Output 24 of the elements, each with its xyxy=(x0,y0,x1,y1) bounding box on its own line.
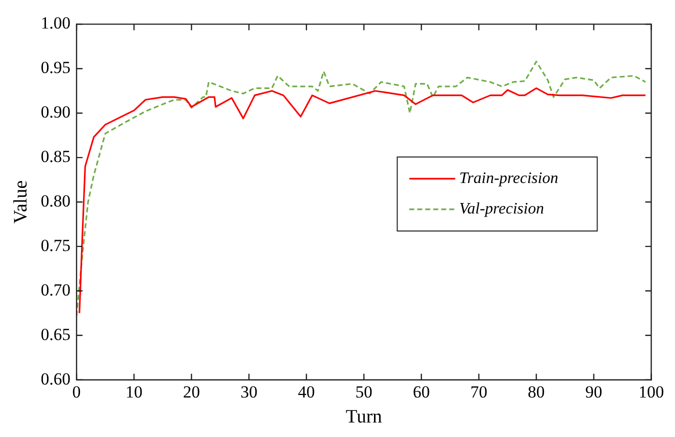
legend-label: Val-precision xyxy=(459,200,544,218)
y-axis-title: Value xyxy=(10,180,32,224)
legend-label: Train-precision xyxy=(459,170,558,187)
x-tick-label: 40 xyxy=(298,382,315,402)
y-tick-label: 0.80 xyxy=(40,191,71,210)
y-tick-label: 0.60 xyxy=(40,369,71,388)
y-tick-label: 0.95 xyxy=(40,58,71,78)
x-tick-label: 60 xyxy=(412,382,430,402)
x-tick-label: 100 xyxy=(638,382,664,402)
y-tick-label: 0.90 xyxy=(40,102,71,122)
y-tick-label: 0.65 xyxy=(40,324,71,344)
x-tick-label: 70 xyxy=(470,382,488,402)
x-tick-label: 10 xyxy=(126,382,143,402)
x-tick-label: 30 xyxy=(240,382,258,402)
x-tick-label: 20 xyxy=(182,382,200,402)
x-tick-label: 50 xyxy=(355,382,372,402)
x-tick-label: 0 xyxy=(72,382,81,402)
y-tick-label: 0.85 xyxy=(40,147,71,166)
y-tick-label: 0.70 xyxy=(40,280,71,300)
x-tick-label: 90 xyxy=(585,382,602,402)
y-tick-label: 0.75 xyxy=(40,236,71,255)
x-axis-title: Turn xyxy=(346,406,383,428)
x-tick-label: 80 xyxy=(528,382,545,402)
y-tick-label: 1.00 xyxy=(40,14,71,33)
